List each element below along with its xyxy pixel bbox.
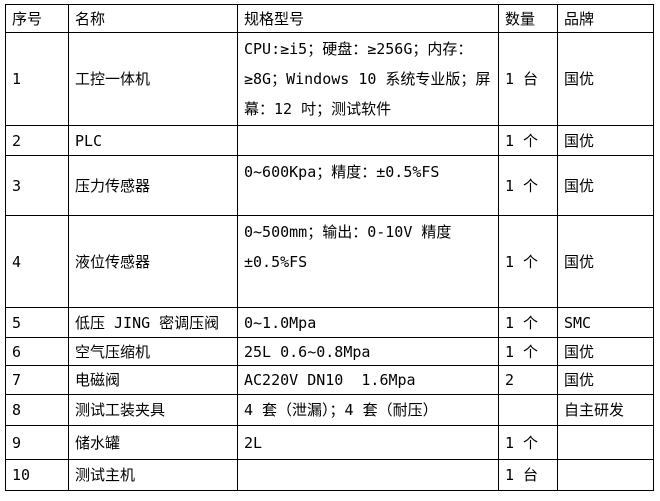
cell-name: 空气压缩机 (68, 337, 238, 366)
cell-spec: 0~1.0Mpa (237, 307, 499, 338)
table-row: 8 测试工装夹具 4 套（泄漏）；4 套（耐压） 自主研发 (5, 394, 654, 426)
table-row: 2 PLC 1 个 国优 (5, 125, 654, 156)
table-header-row: 序号 名称 规格型号 数量 品牌 (5, 4, 654, 33)
cell-qty: 1 个 (498, 307, 558, 338)
cell-name: 低压 JING 密调压阀 (68, 307, 238, 338)
cell-spec: AC220V DN10 1.6Mpa (237, 365, 499, 395)
cell-name: PLC (68, 125, 238, 156)
document-page: 序号 名称 规格型号 数量 品牌 1 工控一体机 CPU:≥i5；硬盘：≥256… (5, 4, 654, 491)
cell-seq: 1 (5, 32, 69, 126)
cell-seq: 2 (5, 125, 69, 156)
cell-name: 压力传感器 (68, 155, 238, 216)
cell-name: 测试工装夹具 (68, 394, 238, 426)
cell-brand: SMC (557, 307, 654, 338)
cell-brand: 自主研发 (557, 394, 654, 426)
column-header-name: 名称 (68, 4, 238, 33)
cell-brand (557, 459, 654, 491)
table-row: 10 测试主机 1 台 (5, 459, 654, 491)
table-row: 7 电磁阀 AC220V DN10 1.6Mpa 2 国优 (5, 365, 654, 395)
cell-spec: 2L (237, 425, 499, 460)
cell-spec (237, 459, 499, 491)
cell-name: 工控一体机 (68, 32, 238, 126)
table-row: 9 储水罐 2L 1 个 (5, 425, 654, 460)
table-row: 6 空气压缩机 25L 0.6~0.8Mpa 1 个 国优 (5, 337, 654, 366)
column-header-seq: 序号 (5, 4, 69, 33)
column-header-brand: 品牌 (557, 4, 654, 33)
cell-seq: 7 (5, 365, 69, 395)
cell-spec: 0~600Kpa；精度：±0.5%FS (237, 155, 499, 216)
cell-seq: 5 (5, 307, 69, 338)
equipment-table: 序号 名称 规格型号 数量 品牌 1 工控一体机 CPU:≥i5；硬盘：≥256… (5, 4, 654, 491)
cell-brand (557, 425, 654, 460)
cell-seq: 8 (5, 394, 69, 426)
cell-brand: 国优 (557, 155, 654, 216)
cell-brand: 国优 (557, 365, 654, 395)
cell-qty: 1 个 (498, 337, 558, 366)
cell-brand: 国优 (557, 32, 654, 126)
cell-seq: 10 (5, 459, 69, 491)
table-row: 4 液位传感器 0~500mm；输出：0-10V 精度±0.5%FS 1 个 国… (5, 215, 654, 308)
column-header-qty: 数量 (498, 4, 558, 33)
cell-seq: 4 (5, 215, 69, 308)
cell-seq: 9 (5, 425, 69, 460)
cell-brand: 国优 (557, 337, 654, 366)
cell-name: 测试主机 (68, 459, 238, 491)
cell-spec: 0~500mm；输出：0-10V 精度±0.5%FS (237, 215, 499, 308)
column-header-spec: 规格型号 (237, 4, 499, 33)
cell-qty: 1 个 (498, 125, 558, 156)
cell-qty (498, 394, 558, 426)
table-row: 1 工控一体机 CPU:≥i5；硬盘：≥256G；内存：≥8G；Windows … (5, 32, 654, 126)
table-row: 5 低压 JING 密调压阀 0~1.0Mpa 1 个 SMC (5, 307, 654, 338)
cell-qty: 1 个 (498, 425, 558, 460)
cell-qty: 1 台 (498, 459, 558, 491)
table-row: 3 压力传感器 0~600Kpa；精度：±0.5%FS 1 个 国优 (5, 155, 654, 216)
cell-qty: 1 个 (498, 155, 558, 216)
cell-qty: 1 台 (498, 32, 558, 126)
cell-seq: 6 (5, 337, 69, 366)
cell-name: 液位传感器 (68, 215, 238, 308)
cell-brand: 国优 (557, 215, 654, 308)
cell-seq: 3 (5, 155, 69, 216)
cell-qty: 1 个 (498, 215, 558, 308)
cell-name: 电磁阀 (68, 365, 238, 395)
cell-spec: 25L 0.6~0.8Mpa (237, 337, 499, 366)
cell-spec: CPU:≥i5；硬盘：≥256G；内存：≥8G；Windows 10 系统专业版… (237, 32, 499, 126)
cell-qty: 2 (498, 365, 558, 395)
cell-name: 储水罐 (68, 425, 238, 460)
cell-spec (237, 125, 499, 156)
cell-spec: 4 套（泄漏）；4 套（耐压） (237, 394, 499, 426)
cell-brand: 国优 (557, 125, 654, 156)
